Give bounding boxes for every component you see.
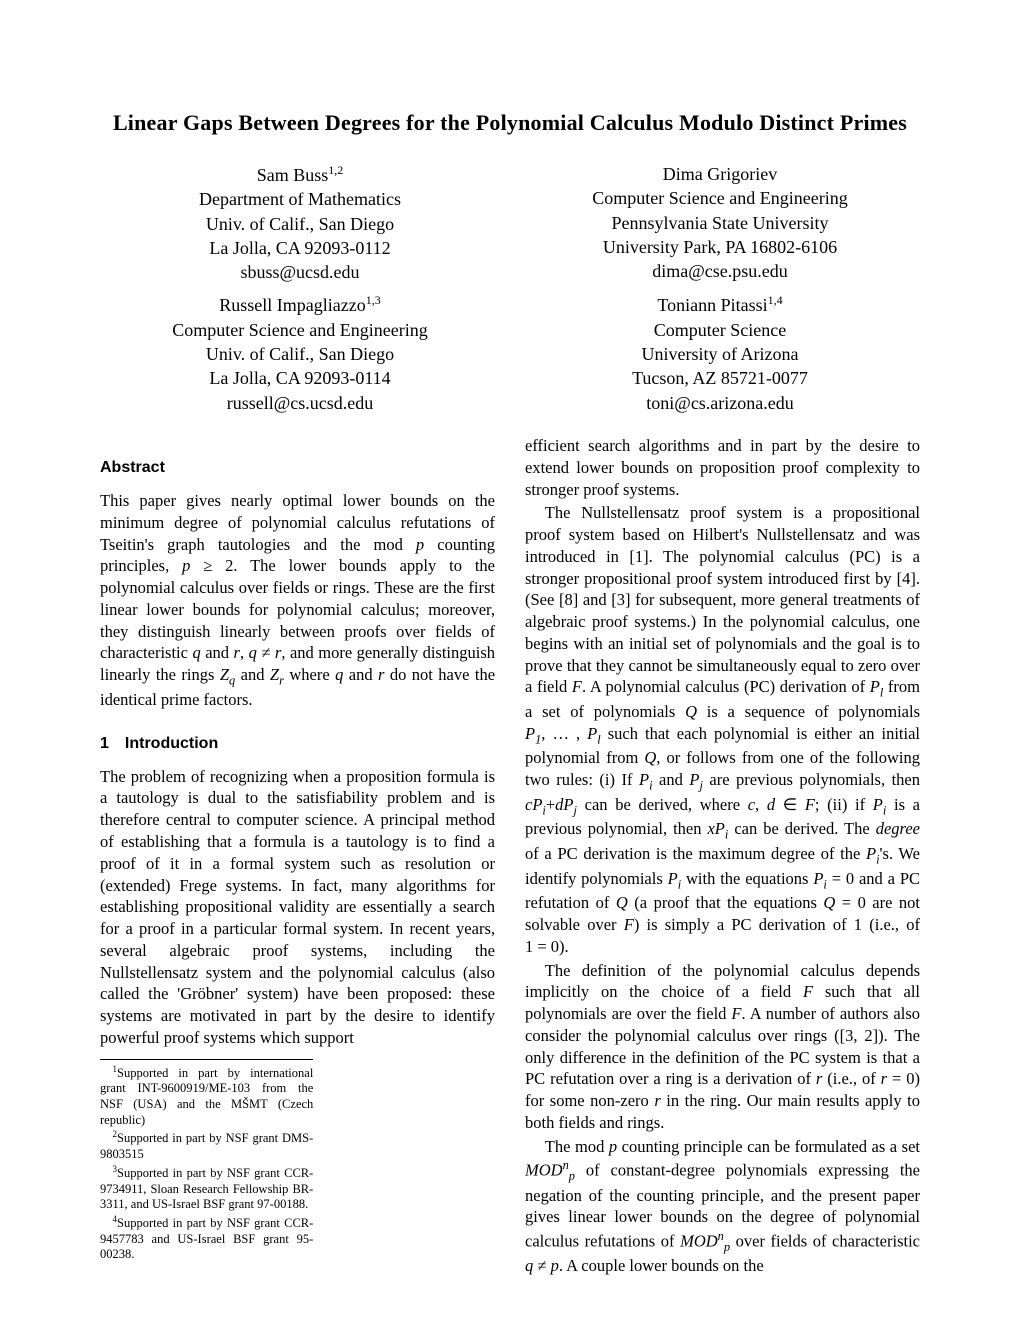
footnote-4: 4Supported in part by NSF grant CCR-9457… bbox=[100, 1214, 313, 1263]
author-addr: La Jolla, CA 92093-0112 bbox=[120, 236, 480, 260]
author-block-4: Toniann Pitassi1,4 Computer Science Univ… bbox=[540, 292, 900, 414]
abstract-heading: Abstract bbox=[100, 457, 495, 478]
author-name: Toniann Pitassi1,4 bbox=[540, 292, 900, 317]
author-name: Dima Grigoriev bbox=[540, 162, 900, 186]
author-univ: University of Arizona bbox=[540, 342, 900, 366]
author-addr: La Jolla, CA 92093-0114 bbox=[120, 366, 480, 390]
intro-paragraph: The problem of recognizing when a propos… bbox=[100, 766, 495, 1049]
body-paragraph: efficient search algorithms and in part … bbox=[525, 435, 920, 500]
author-email: sbuss@ucsd.edu bbox=[120, 260, 480, 284]
footnote-2: 2Supported in part by NSF grant DMS-9803… bbox=[100, 1129, 313, 1162]
author-addr: Tucson, AZ 85721-0077 bbox=[540, 366, 900, 390]
right-column: efficient search algorithms and in part … bbox=[525, 435, 920, 1279]
author-univ: Univ. of Calif., San Diego bbox=[120, 212, 480, 236]
footnote-3: 3Supported in part by NSF grant CCR-9734… bbox=[100, 1164, 313, 1213]
author-dept: Computer Science bbox=[540, 318, 900, 342]
author-dept: Department of Mathematics bbox=[120, 187, 480, 211]
authors-row-2: Russell Impagliazzo1,3 Computer Science … bbox=[100, 292, 920, 414]
paper-title: Linear Gaps Between Degrees for the Poly… bbox=[100, 110, 920, 136]
body-paragraph: The Nullstellensatz proof system is a pr… bbox=[525, 502, 920, 957]
intro-heading: 1 Introduction bbox=[100, 733, 495, 754]
author-email: russell@cs.ucsd.edu bbox=[120, 391, 480, 415]
author-univ: Pennsylvania State University bbox=[540, 211, 900, 235]
author-block-1: Sam Buss1,2 Department of Mathematics Un… bbox=[120, 162, 480, 284]
body-paragraph: The definition of the polynomial calculu… bbox=[525, 960, 920, 1134]
author-email: toni@cs.arizona.edu bbox=[540, 391, 900, 415]
authors-row-1: Sam Buss1,2 Department of Mathematics Un… bbox=[100, 162, 920, 284]
abstract-text: This paper gives nearly optimal lower bo… bbox=[100, 490, 495, 711]
author-dept: Computer Science and Engineering bbox=[120, 318, 480, 342]
author-block-3: Russell Impagliazzo1,3 Computer Science … bbox=[120, 292, 480, 414]
author-univ: Univ. of Calif., San Diego bbox=[120, 342, 480, 366]
author-addr: University Park, PA 16802-6106 bbox=[540, 235, 900, 259]
author-block-2: Dima Grigoriev Computer Science and Engi… bbox=[540, 162, 900, 284]
author-name: Russell Impagliazzo1,3 bbox=[120, 292, 480, 317]
two-column-body: Abstract This paper gives nearly optimal… bbox=[100, 435, 920, 1279]
footnotes: 1Supported in part by international gran… bbox=[100, 1059, 313, 1263]
left-column: Abstract This paper gives nearly optimal… bbox=[100, 435, 495, 1279]
author-dept: Computer Science and Engineering bbox=[540, 186, 900, 210]
footnote-1: 1Supported in part by international gran… bbox=[100, 1064, 313, 1129]
body-paragraph: The mod p counting principle can be form… bbox=[525, 1136, 920, 1277]
author-name: Sam Buss1,2 bbox=[120, 162, 480, 187]
page: Linear Gaps Between Degrees for the Poly… bbox=[0, 0, 1020, 1320]
author-email: dima@cse.psu.edu bbox=[540, 259, 900, 283]
